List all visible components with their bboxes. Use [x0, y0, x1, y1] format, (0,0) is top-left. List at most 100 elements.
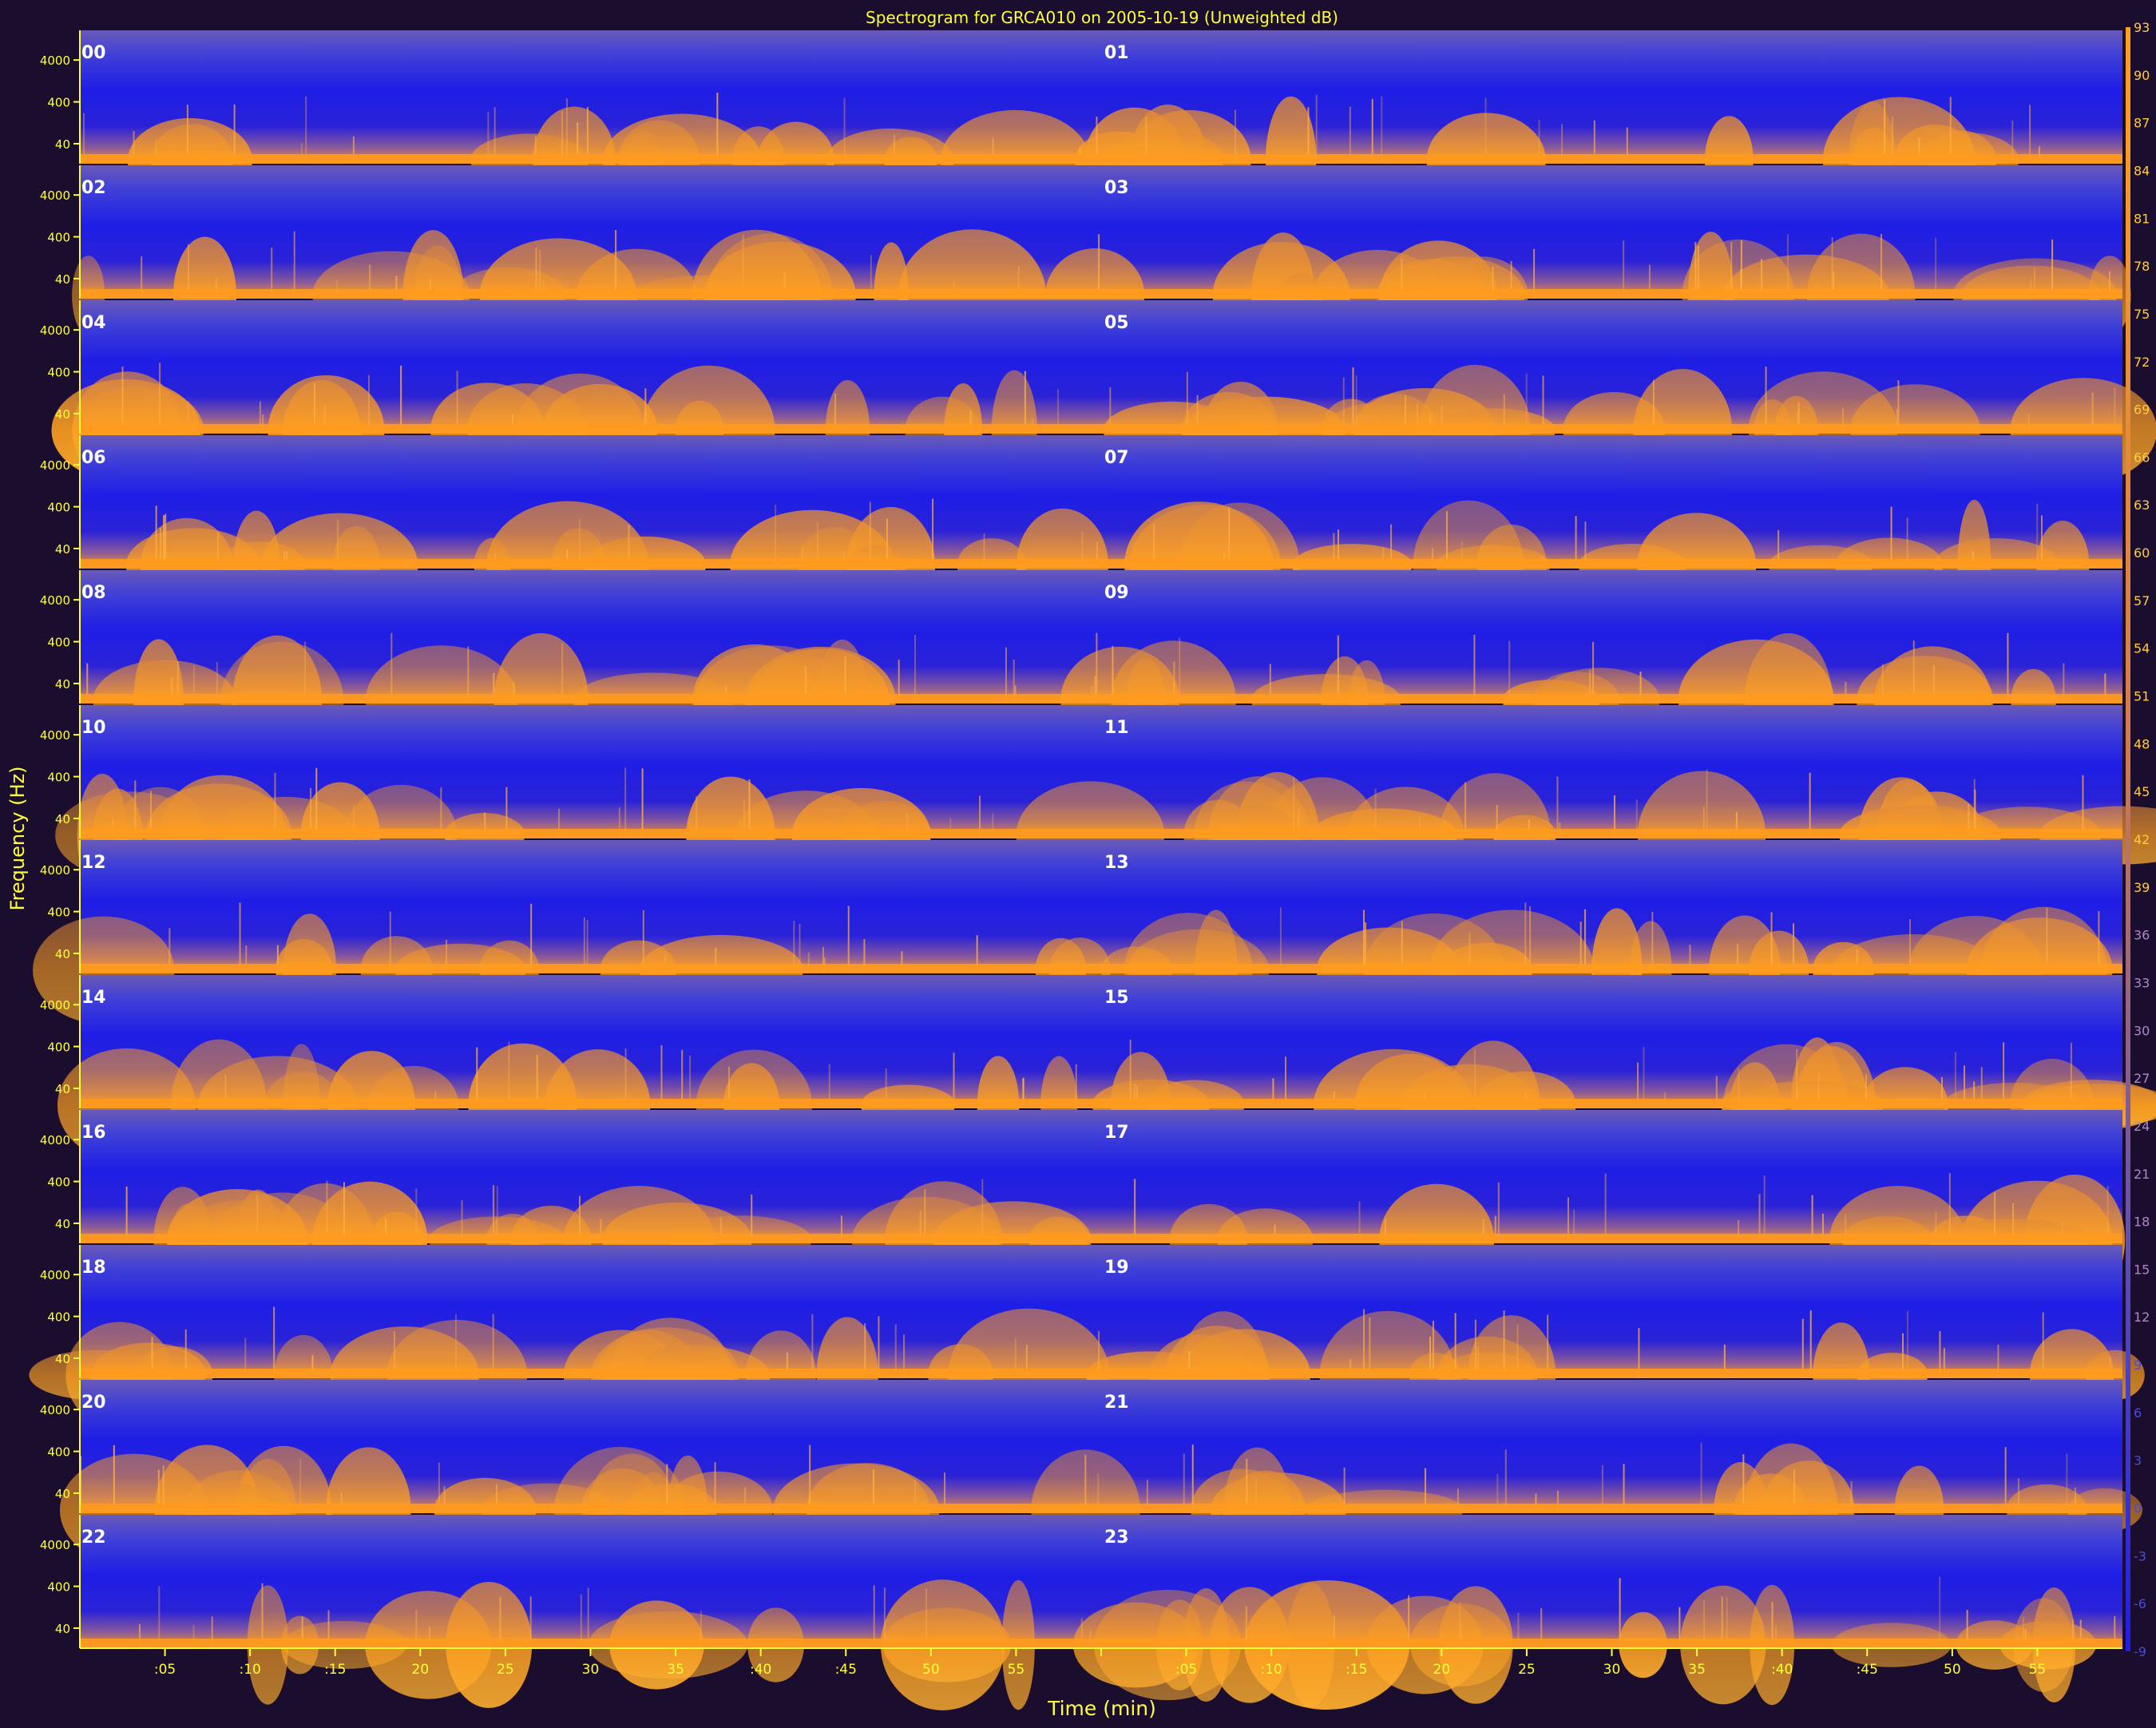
noise-streak: [577, 122, 579, 164]
noise-streak: [1482, 1219, 1484, 1243]
noise-streak: [2063, 663, 2065, 703]
noise-streak: [158, 1586, 161, 1648]
noise-streak: [1740, 240, 1742, 299]
noise-streak: [1024, 371, 1026, 434]
noise-streak: [1619, 1578, 1621, 1648]
noise-streak: [2027, 413, 2030, 434]
hour-label: 17: [1104, 1123, 1129, 1143]
noise-streak: [1284, 1056, 1286, 1108]
noise-streak: [799, 924, 801, 973]
hour-label: 11: [1104, 718, 1129, 738]
noise-streak: [245, 945, 248, 973]
noise-streak: [1245, 1606, 1247, 1648]
noise-streak: [878, 1316, 880, 1378]
noise-streak: [1401, 921, 1403, 973]
colorbar-tick-label: 0: [2134, 1501, 2142, 1516]
noise-streak: [1384, 1219, 1386, 1243]
noise-streak: [2079, 1619, 2082, 1648]
y-tick-label: 40: [55, 947, 70, 961]
noise-streak: [163, 515, 165, 569]
noise-streak: [438, 1462, 440, 1513]
noise-streak: [1697, 245, 1699, 299]
noise-streak: [83, 113, 85, 164]
noise-streak: [1098, 1330, 1100, 1378]
noise-streak: [508, 1041, 510, 1108]
noise-streak: [1112, 669, 1114, 703]
noise-streak: [1459, 1602, 1461, 1648]
noise-streak: [751, 1194, 753, 1243]
y-tick-label: 4000: [40, 1133, 70, 1147]
noise-streak: [1966, 1609, 1968, 1648]
noise-streak: [883, 1587, 886, 1648]
noise-streak: [628, 524, 630, 569]
noise-streak: [1349, 106, 1351, 164]
y-tick-label: 40: [55, 542, 70, 557]
noise-streak: [1496, 804, 1498, 838]
noise-streak: [461, 1200, 463, 1243]
noise-streak: [1464, 782, 1467, 838]
noise-floor: [80, 964, 2122, 973]
noise-streak: [301, 1616, 303, 1648]
noise-streak: [807, 952, 810, 973]
noise-streak: [557, 808, 560, 838]
noise-streak: [925, 1588, 927, 1648]
noise-streak: [1538, 120, 1540, 164]
noise-streak: [1994, 1192, 1996, 1243]
noise-streak: [311, 1355, 314, 1378]
noise-streak: [743, 799, 746, 838]
noise-streak: [1891, 116, 1893, 164]
noise-streak: [1234, 109, 1236, 164]
noise-streak: [847, 906, 850, 973]
noise-streak: [817, 522, 819, 569]
hour-label: 14: [81, 988, 106, 1008]
noise-streak: [1817, 1072, 1820, 1108]
noise-streak: [454, 1314, 457, 1378]
noise-streak: [873, 1469, 875, 1513]
noise-streak: [624, 767, 627, 838]
noise-streak: [840, 1215, 842, 1243]
noise-streak: [353, 804, 355, 838]
noise-streak: [1635, 799, 1638, 838]
noise-streak: [901, 951, 903, 973]
noise-streak: [953, 1052, 955, 1108]
noise-streak: [2040, 515, 2043, 569]
noise-streak: [1786, 234, 1789, 299]
noise-streak: [1504, 1449, 1507, 1513]
hour-label: 00: [81, 43, 106, 63]
noise-streak: [1517, 1612, 1520, 1648]
noise-streak: [1589, 669, 1591, 703]
noise-streak: [1456, 1488, 1459, 1513]
noise-streak: [1017, 266, 1020, 299]
noise-streak: [1638, 1328, 1640, 1378]
noise-streak: [1809, 772, 1811, 838]
noise-streak: [400, 365, 402, 434]
noise-streak: [493, 107, 496, 164]
noise-streak: [112, 818, 114, 838]
noise-streak: [80, 1456, 82, 1513]
noise-streak: [2046, 907, 2048, 973]
noise-streak: [492, 1314, 494, 1378]
x-tick-label: :05: [154, 1662, 176, 1678]
noise-streak: [1109, 386, 1112, 434]
noise-streak: [2022, 1616, 2024, 1648]
hour-label: 16: [81, 1123, 106, 1143]
noise-streak: [211, 1616, 213, 1648]
noise-streak: [1797, 402, 1800, 434]
noise-streak: [992, 813, 994, 838]
y-tick-label: 400: [47, 906, 70, 920]
noise-streak: [1503, 1310, 1505, 1378]
noise-streak: [1850, 1480, 1853, 1513]
x-tick-label: :05: [1175, 1662, 1197, 1678]
noise-streak: [1689, 945, 1691, 973]
y-tick-label: 40: [55, 1622, 70, 1636]
noise-streak: [1721, 1596, 1723, 1648]
y-tick-label: 40: [55, 812, 70, 826]
colorbar-tick-label: 30: [2134, 1023, 2150, 1038]
noise-streak: [1694, 242, 1697, 299]
noise-streak: [530, 903, 533, 973]
noise-streak: [1706, 769, 1708, 838]
noise-streak: [157, 1469, 160, 1513]
noise-floor: [80, 829, 2122, 838]
noise-streak: [155, 140, 157, 164]
y-tick-label: 400: [47, 636, 70, 650]
